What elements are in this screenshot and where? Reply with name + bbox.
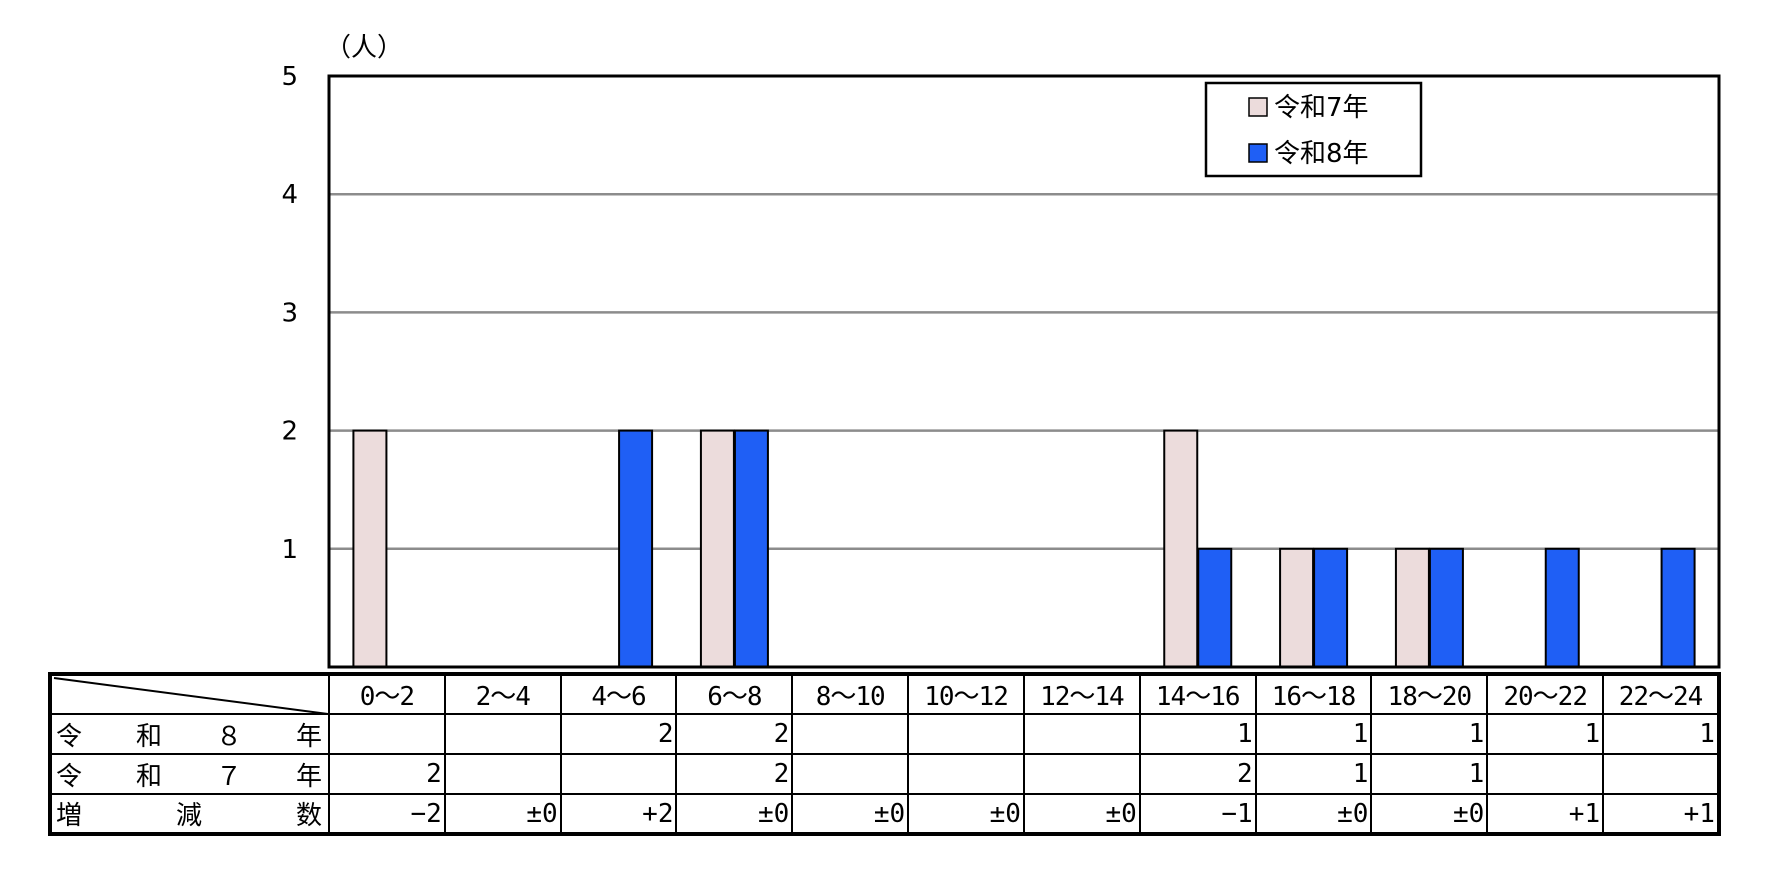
table-cell: +2 [559, 793, 678, 835]
table-col-header: 14～16 [1138, 673, 1257, 715]
legend-swatch-r8 [1248, 143, 1268, 163]
bar-r8-9 [1428, 547, 1464, 668]
legend-label-r7: 令和7年 [1274, 93, 1369, 123]
legend-label-r8: 令和8年 [1274, 139, 1369, 169]
table-cell: ±0 [1022, 793, 1141, 835]
table-row-label: 令 和 ７ 年 [49, 753, 330, 795]
table-cell: 2 [675, 753, 794, 795]
table-col-header: 2～4 [443, 673, 562, 715]
table-cell: 2 [559, 713, 678, 755]
table-cell [791, 713, 910, 755]
y-axis-ticks: 1 2 3 4 5 [281, 62, 298, 565]
table-row-label: 増 減 数 [49, 793, 330, 835]
bar-r7-7 [1163, 429, 1199, 668]
table-cell: 1 [1138, 713, 1257, 755]
bar-r8-7 [1197, 547, 1233, 668]
table-corner [49, 673, 330, 715]
bar-r7-8 [1279, 547, 1315, 668]
y-tick-label: 4 [281, 180, 298, 210]
bar-r7-0 [352, 429, 388, 668]
table-cell [907, 753, 1025, 795]
table-cell: ±0 [1254, 793, 1373, 835]
y-axis-unit: （人） [325, 33, 403, 63]
table-cell: 1 [1602, 713, 1720, 755]
y-tick-label: 1 [281, 535, 298, 565]
table-col-header: 18～20 [1370, 673, 1489, 715]
legend-box [1204, 81, 1423, 178]
table-cell [907, 713, 1025, 755]
y-tick-label: 5 [281, 62, 298, 92]
table-cell: 1 [1254, 713, 1373, 755]
table-row: 増 減 数 −2 ±0 +2 ±0 ±0 ±0 ±0 −1 ±0 ±0 +1 +1 [49, 793, 1720, 835]
table-cell: −2 [328, 793, 446, 835]
table-cell: 2 [328, 753, 446, 795]
table-col-header: 16～18 [1254, 673, 1373, 715]
table-cell: 1 [1370, 753, 1489, 795]
table-col-header: 4～6 [559, 673, 678, 715]
table-cell [1022, 753, 1141, 795]
table-cell: 1 [1254, 753, 1373, 795]
table-row-label: 令 和 ８ 年 [49, 713, 330, 755]
table-cell: ±0 [1370, 793, 1489, 835]
table-cell: ±0 [443, 793, 562, 835]
data-table: 0～2 2～4 4～6 6～8 8～10 10～12 12～14 14～16 16～18 18～2… [48, 672, 1721, 836]
bar-r7-3 [699, 429, 735, 668]
table-cell: ±0 [791, 793, 910, 835]
table-col-header: 20～22 [1486, 673, 1605, 715]
table-cell: ±0 [675, 793, 794, 835]
table-col-header: 6～8 [675, 673, 794, 715]
table-cell [1022, 713, 1141, 755]
table-cell [328, 713, 446, 755]
table-cell [1486, 753, 1605, 795]
table-cell [443, 753, 562, 795]
y-tick-label: 3 [281, 298, 298, 328]
table-cell: 2 [1138, 753, 1257, 795]
table-cell: +1 [1602, 793, 1720, 835]
table-col-header: 8～10 [791, 673, 910, 715]
y-tick-label: 2 [281, 417, 298, 447]
table-corner-diagonal [53, 677, 321, 712]
table-cell: +1 [1486, 793, 1605, 835]
bar-r7-9 [1394, 547, 1430, 668]
table-col-header: 12～14 [1022, 673, 1141, 715]
bar-r8-10 [1544, 547, 1580, 668]
legend-swatch-r7 [1248, 97, 1268, 117]
table-cell: −1 [1138, 793, 1257, 835]
plot-frame [327, 74, 1721, 669]
gridlines [329, 192, 1719, 551]
table-col-header: 0～2 [328, 673, 446, 715]
table-cell [791, 753, 910, 795]
table-cell: ±0 [907, 793, 1025, 835]
table-col-header: 22～24 [1602, 673, 1720, 715]
table-cell [443, 713, 562, 755]
table-header-row: 0～2 2～4 4～6 6～8 8～10 10～12 12～14 14～16 16～18 18～2… [49, 673, 1720, 715]
bar-r8-2 [618, 429, 654, 668]
table-cell: 1 [1486, 713, 1605, 755]
legend: 令和7年 令和8年 [1204, 81, 1423, 178]
bar-r8-8 [1313, 547, 1349, 668]
table-cell: 1 [1370, 713, 1489, 755]
table-col-header: 10～12 [907, 673, 1025, 715]
table-cell [559, 753, 678, 795]
table-cell: 2 [675, 713, 794, 755]
table-cell [1602, 753, 1720, 795]
bar-r8-11 [1660, 547, 1696, 668]
bar-r8-3 [733, 429, 769, 668]
